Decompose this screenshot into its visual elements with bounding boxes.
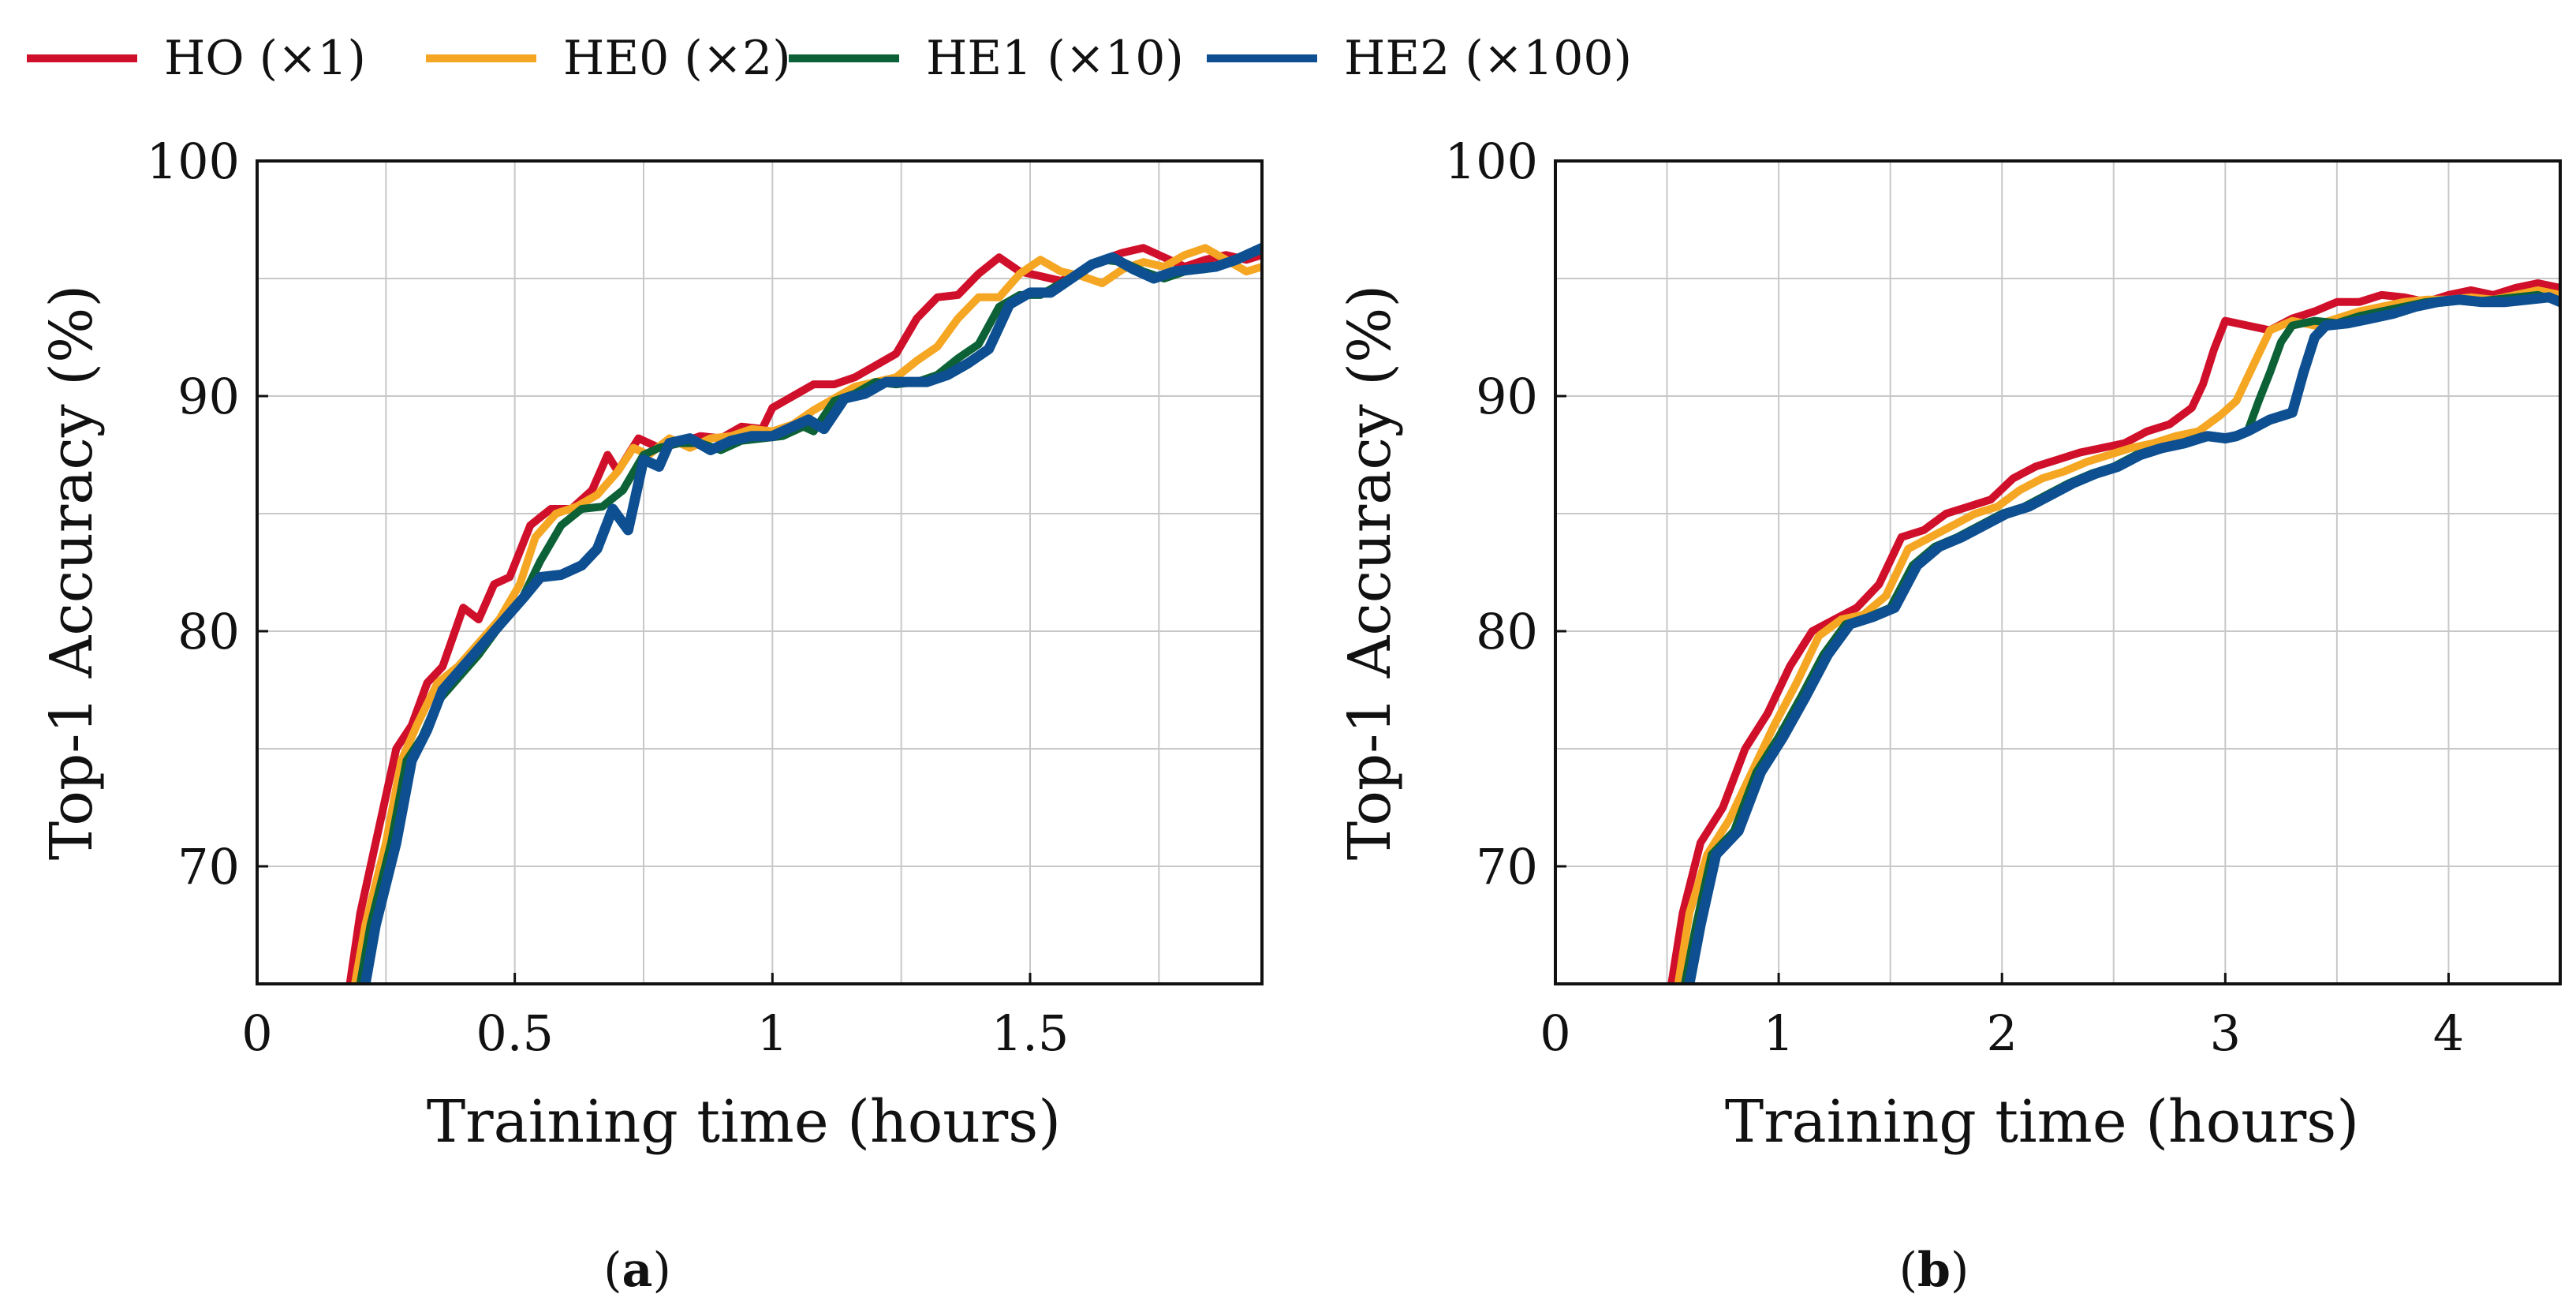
panel-caption-letter: b bbox=[1917, 1243, 1951, 1298]
legend-label-0: HO (×1) bbox=[164, 31, 366, 86]
x-tick-label: 3 bbox=[2210, 1004, 2241, 1062]
x-tick-label: 1.5 bbox=[991, 1004, 1070, 1062]
y-tick-label: 70 bbox=[177, 838, 240, 896]
x-axis-label: Training time (hours) bbox=[427, 1088, 1061, 1156]
chart-panel-a: 0 0.5 1 1.5 70 80 90 100 Training time (hours) To… bbox=[38, 133, 1264, 1298]
y-axis-label: Top-1 Accuracy (%) bbox=[1336, 285, 1404, 860]
series-line-he1 bbox=[356, 246, 1262, 984]
y-tick-label: 90 bbox=[177, 368, 240, 425]
grid bbox=[256, 160, 1262, 985]
legend: HO (×1) HE0 (×2) HE1 (×10) HE2 (×100) bbox=[27, 31, 1632, 86]
x-tick-label: 1 bbox=[1763, 1004, 1794, 1062]
x-axis-label: Training time (hours) bbox=[1725, 1088, 2359, 1156]
x-tick-label: 1 bbox=[757, 1004, 788, 1062]
y-tick-label: 100 bbox=[1445, 133, 1538, 190]
x-tick-label: 0 bbox=[1540, 1004, 1570, 1062]
legend-label-1: HE0 (×2) bbox=[563, 31, 791, 86]
series-line-ho bbox=[345, 244, 1262, 984]
y-tick-label: 70 bbox=[1476, 838, 1538, 896]
x-tick-label: 2 bbox=[1986, 1004, 2017, 1062]
panel-caption-letter: a bbox=[622, 1243, 653, 1298]
y-tick-label: 80 bbox=[1476, 603, 1538, 660]
series-line-ho bbox=[1667, 279, 2560, 984]
plot-frame bbox=[1554, 159, 2562, 985]
x-tick-label: 4 bbox=[2433, 1004, 2464, 1062]
legend-label-2: HE1 (×10) bbox=[926, 31, 1184, 86]
series-line-he2 bbox=[360, 242, 1262, 984]
legend-label-3: HE2 (×100) bbox=[1344, 31, 1632, 86]
y-tick-label: 80 bbox=[177, 603, 240, 660]
series-line-he0 bbox=[1674, 286, 2560, 984]
y-tick-label: 100 bbox=[147, 133, 240, 190]
x-tick-label: 0.5 bbox=[476, 1004, 554, 1062]
plot-frame bbox=[256, 159, 1264, 985]
x-tick-label: 0 bbox=[241, 1004, 272, 1062]
series-line-he0 bbox=[351, 244, 1262, 984]
panel-caption: (b) bbox=[1899, 1243, 1969, 1298]
chart-panel-b: 0 1 2 3 4 70 80 90 100 Training time (hours) Top-1… bbox=[1336, 133, 2562, 1298]
y-tick-label: 90 bbox=[1476, 368, 1538, 425]
series-line-he2 bbox=[1684, 292, 2560, 984]
y-axis-label: Top-1 Accuracy (%) bbox=[38, 285, 106, 860]
panel-caption: (a) bbox=[603, 1243, 671, 1298]
